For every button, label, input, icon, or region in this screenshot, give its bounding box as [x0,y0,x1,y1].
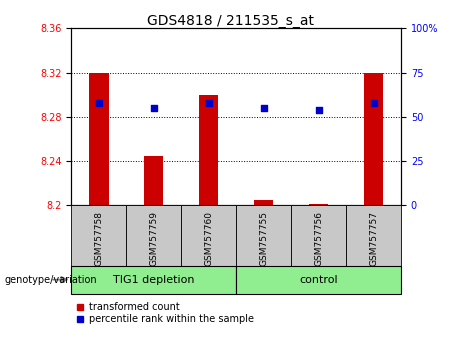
Bar [71,266,236,294]
Text: GSM757756: GSM757756 [314,211,323,266]
Text: GDS4818 / 211535_s_at: GDS4818 / 211535_s_at [147,14,314,28]
Bar [144,155,164,205]
Bar [181,205,236,266]
Bar [236,205,291,266]
Bar [309,204,328,205]
Text: TIG1 depletion: TIG1 depletion [113,275,195,285]
Point [95,100,103,105]
Text: GSM757760: GSM757760 [204,211,213,266]
Text: genotype/variation: genotype/variation [5,275,97,285]
Text: control: control [299,275,338,285]
Bar [291,205,346,266]
Bar [126,205,181,266]
Bar [364,73,383,205]
Bar [254,200,273,205]
Text: GSM757758: GSM757758 [95,211,103,266]
Bar [346,205,401,266]
Bar [89,73,108,205]
Point [260,105,267,111]
Bar [236,266,401,294]
Point [205,100,213,105]
Bar [199,95,219,205]
Legend: transformed count, percentile rank within the sample: transformed count, percentile rank withi… [77,302,254,324]
Bar [71,205,126,266]
Text: GSM757757: GSM757757 [369,211,378,266]
Point [315,107,322,113]
Point [150,105,158,111]
Text: GSM757759: GSM757759 [149,211,159,266]
Point [370,100,377,105]
Text: GSM757755: GSM757755 [259,211,268,266]
